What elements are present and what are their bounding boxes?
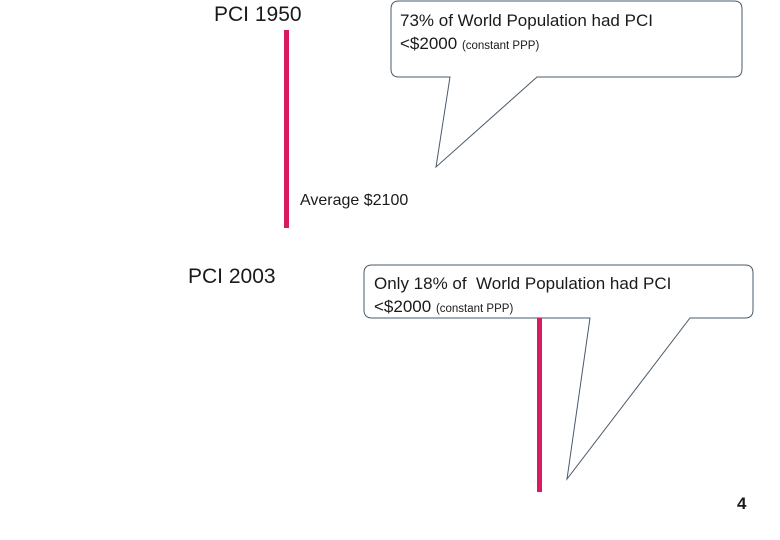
callout-2003-threshold: <$2000 bbox=[374, 297, 432, 316]
marker-bar-2003 bbox=[537, 318, 542, 492]
average-label: Average $2100 bbox=[300, 192, 409, 209]
callout-2003-line2: <$2000 (constant PPP) bbox=[374, 295, 671, 321]
title-pci-1950: PCI 1950 bbox=[214, 3, 302, 26]
callout-1950-threshold: <$2000 bbox=[400, 34, 458, 53]
callout-2003-text: Only 18% of World Population had PCI <$2… bbox=[374, 272, 671, 321]
marker-bar-1950 bbox=[284, 30, 289, 228]
title-pci-2003: PCI 2003 bbox=[188, 265, 276, 288]
callout-1950-bubble bbox=[390, 0, 743, 169]
callout-2003-line1: Only 18% of World Population had PCI bbox=[374, 274, 672, 293]
callout-1950-line1: 73% of World Population had PCI bbox=[400, 11, 653, 30]
callout-1950-unit: (constant PPP) bbox=[461, 40, 540, 52]
page-number: 4 bbox=[737, 494, 747, 513]
callout-1950-text: 73% of World Population had PCI <$2000 (… bbox=[400, 9, 653, 58]
callout-2003-bubble bbox=[363, 264, 754, 481]
callout-1950-line2: <$2000 (constant PPP) bbox=[400, 32, 653, 58]
callout-2003-unit: (constant PPP) bbox=[435, 303, 514, 315]
